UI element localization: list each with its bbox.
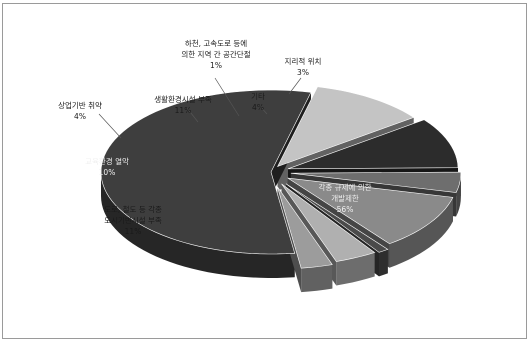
slice-value-label: 4% <box>252 103 264 112</box>
slice-label-line: 도시기반시설 부족 <box>104 216 162 225</box>
pie-slice-6 <box>281 183 376 262</box>
slice-value-label: 11% <box>175 106 192 115</box>
slice-label-line: 생활환경시설 부족 <box>154 94 212 104</box>
pie-slice-1 <box>277 86 415 168</box>
slice-label-line: 지리적 위치 <box>285 56 322 66</box>
pie-slice-outer-wall <box>101 172 295 278</box>
slice-label-line: 교육환경 열악 <box>85 156 129 166</box>
leader-line-6 <box>258 104 268 115</box>
slice-label-6: 기타 4% <box>251 92 265 112</box>
slice-value-label: 10% <box>99 168 116 177</box>
slice-label-line: 기타 <box>251 92 265 101</box>
leader-line-3 <box>98 113 122 139</box>
slice-label-7: 지리적 위치 3% <box>285 56 322 77</box>
pie-slice-2 <box>287 119 459 170</box>
slice-value-label: 11% <box>125 227 142 236</box>
pie-slice-outer-wall <box>336 252 375 286</box>
pie-slice-4 <box>287 177 454 245</box>
slice-label-line: 각종 규제에 의한 <box>318 182 371 192</box>
leader-line-5 <box>214 77 240 117</box>
pie-slice-5 <box>285 183 389 253</box>
slice-value-label: 1% <box>210 61 222 70</box>
slice-label-line: 도로, 철도 등 각종 <box>104 204 162 214</box>
slice-label-line: 의한 지역 간 공간단절 <box>181 49 250 59</box>
pie-slice-0 <box>100 89 312 255</box>
leader-line-4 <box>186 107 199 123</box>
pie-slice-outer-wall <box>389 197 453 268</box>
pie-slice-outer-wall <box>456 173 461 217</box>
slice-value-label: 4% <box>74 112 86 121</box>
slice-label-0: 각종 규제에 의한 개발제한 56% <box>318 182 371 214</box>
leader-line-7 <box>288 77 302 95</box>
pie-slice-3 <box>290 171 462 193</box>
pie-leader-layer <box>98 77 302 139</box>
slice-label-line: 하천, 고속도로 등에 <box>185 38 247 48</box>
slice-label-line: 상업기반 취약 <box>58 100 102 110</box>
slice-label-5: 하천, 고속도로 등에 의한 지역 간 공간단절 1% <box>181 38 250 70</box>
slice-label-4: 생활환경시설 부족 11% <box>154 94 212 115</box>
slice-value-label: 56% <box>337 205 354 214</box>
pie-slice-7 <box>277 186 333 269</box>
slice-label-2: 교육환경 열악 10% <box>85 156 129 177</box>
slice-label-line: 개발제한 <box>331 193 359 203</box>
slice-label-3: 상업기반 취약 4% <box>58 100 102 121</box>
pie-slice-outer-wall <box>379 249 388 277</box>
pie-slice-outer-wall <box>301 264 333 293</box>
slice-value-label: 3% <box>297 68 309 77</box>
pie-top-layer <box>100 86 462 269</box>
